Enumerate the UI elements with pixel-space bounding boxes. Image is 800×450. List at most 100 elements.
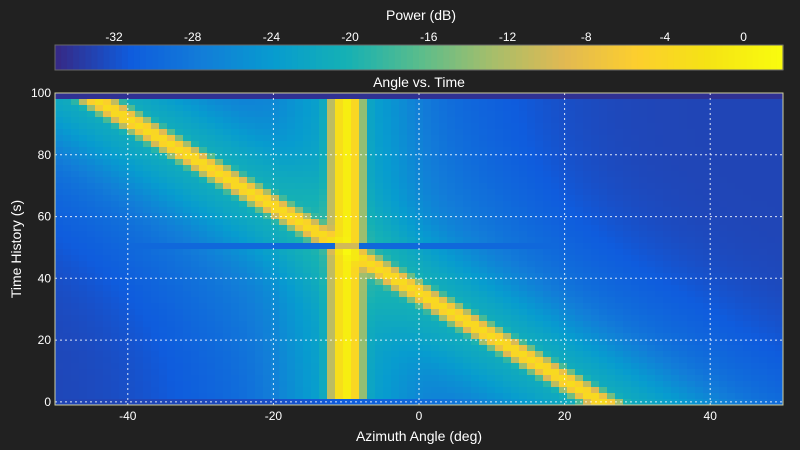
heatmap-cell bbox=[103, 99, 112, 106]
heatmap-cell bbox=[583, 219, 592, 226]
heatmap-cell bbox=[247, 111, 256, 118]
heatmap-cell bbox=[159, 375, 168, 382]
heatmap-cell bbox=[495, 183, 504, 190]
heatmap-cell bbox=[607, 381, 616, 388]
heatmap-cell bbox=[359, 213, 368, 220]
heatmap-cell bbox=[399, 105, 408, 112]
heatmap-cell bbox=[119, 303, 128, 310]
heatmap-cell bbox=[431, 255, 440, 262]
heatmap-cell bbox=[311, 195, 320, 202]
heatmap-cell bbox=[143, 315, 152, 322]
heatmap-cell bbox=[719, 321, 728, 328]
heatmap-cell bbox=[199, 129, 208, 136]
heatmap-cell bbox=[287, 111, 296, 118]
heatmap-cell bbox=[143, 327, 152, 334]
heatmap-cell bbox=[223, 369, 232, 376]
heatmap-cell bbox=[567, 339, 576, 346]
heatmap-cell bbox=[599, 351, 608, 358]
heatmap-cell bbox=[335, 369, 344, 376]
heatmap-cell bbox=[519, 393, 528, 400]
heatmap-cell bbox=[599, 195, 608, 202]
heatmap-cell bbox=[639, 315, 648, 322]
colorbar-cell bbox=[303, 45, 311, 70]
heatmap-cell bbox=[247, 189, 256, 196]
heatmap-cell bbox=[615, 123, 624, 130]
heatmap-cell bbox=[367, 99, 376, 106]
heatmap-cell bbox=[551, 345, 560, 352]
colorbar-cell bbox=[182, 45, 190, 70]
heatmap-cell bbox=[367, 327, 376, 334]
heatmap-cell bbox=[519, 183, 528, 190]
heatmap-cell bbox=[215, 177, 224, 184]
heatmap-cell bbox=[191, 267, 200, 274]
heatmap-cell bbox=[687, 195, 696, 202]
heatmap-cell bbox=[335, 117, 344, 124]
heatmap-cell bbox=[343, 249, 352, 256]
heatmap-cell bbox=[607, 105, 616, 112]
heatmap-cell bbox=[335, 165, 344, 172]
heatmap-cell bbox=[295, 279, 304, 286]
heatmap-cell bbox=[567, 297, 576, 304]
heatmap-cell bbox=[263, 363, 272, 370]
heatmap-cell bbox=[87, 285, 96, 292]
heatmap-cell bbox=[455, 195, 464, 202]
heatmap-cell bbox=[719, 207, 728, 214]
heatmap-cell bbox=[703, 267, 712, 274]
heatmap-cell bbox=[103, 117, 112, 124]
heatmap-cell bbox=[647, 243, 656, 250]
heatmap-cell bbox=[287, 135, 296, 142]
heatmap-cell bbox=[631, 393, 640, 400]
heatmap-cell bbox=[87, 117, 96, 124]
heatmap-cell bbox=[487, 357, 496, 364]
heatmap-cell bbox=[695, 261, 704, 268]
heatmap-cell bbox=[167, 393, 176, 400]
heatmap-cell bbox=[223, 147, 232, 154]
heatmap-cell bbox=[215, 297, 224, 304]
heatmap-cell bbox=[671, 309, 680, 316]
heatmap-cell bbox=[383, 147, 392, 154]
heatmap-cell bbox=[95, 267, 104, 274]
colorbar-cell bbox=[340, 45, 347, 70]
heatmap-cell bbox=[479, 201, 488, 208]
heatmap-cell bbox=[559, 363, 568, 370]
heatmap-cell bbox=[351, 255, 360, 262]
heatmap-cell bbox=[495, 309, 504, 316]
heatmap-cell bbox=[767, 153, 776, 160]
heatmap-cell bbox=[559, 297, 568, 304]
heatmap-cell bbox=[167, 129, 176, 136]
heatmap-cell bbox=[367, 159, 376, 166]
heatmap-cell bbox=[575, 171, 584, 178]
heatmap-cell bbox=[175, 357, 184, 364]
heatmap-cell bbox=[111, 93, 120, 100]
heatmap-cell bbox=[215, 117, 224, 124]
heatmap-cell bbox=[431, 351, 440, 358]
heatmap-cell bbox=[63, 165, 72, 172]
heatmap-cell bbox=[287, 279, 296, 286]
heatmap-cell bbox=[215, 195, 224, 202]
heatmap-cell bbox=[487, 303, 496, 310]
heatmap-cell bbox=[383, 123, 392, 130]
heatmap-cell bbox=[487, 375, 496, 382]
heatmap-cell bbox=[719, 225, 728, 232]
heatmap-cell bbox=[383, 165, 392, 172]
heatmap-cell bbox=[391, 105, 400, 112]
colorbar-cell bbox=[176, 45, 183, 70]
heatmap-cell bbox=[279, 183, 288, 190]
heatmap-cell bbox=[207, 375, 216, 382]
heatmap-cell bbox=[311, 267, 320, 274]
heatmap-cell bbox=[719, 219, 728, 226]
heatmap-cell bbox=[343, 315, 352, 322]
heatmap-cell bbox=[351, 297, 360, 304]
heatmap-cell bbox=[735, 165, 744, 172]
heatmap-cell bbox=[167, 279, 176, 286]
colorbar-cell bbox=[425, 45, 432, 70]
heatmap-cell bbox=[383, 213, 392, 220]
heatmap-cell bbox=[631, 273, 640, 280]
heatmap-cell bbox=[551, 243, 560, 250]
heatmap-cell bbox=[199, 153, 208, 160]
heatmap-cell bbox=[527, 327, 536, 334]
heatmap-cell bbox=[407, 93, 416, 100]
heatmap-cell bbox=[415, 99, 424, 106]
heatmap-cell bbox=[143, 231, 152, 238]
